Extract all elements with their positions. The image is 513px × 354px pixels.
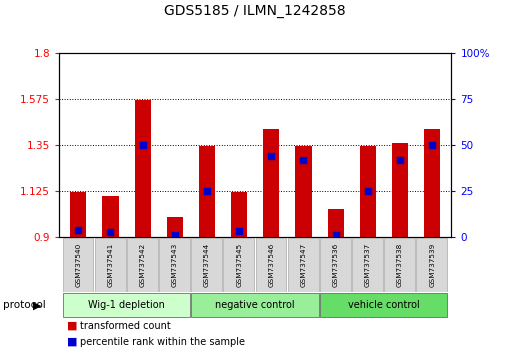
Bar xyxy=(159,238,190,291)
Bar xyxy=(127,238,158,291)
Text: GSM737538: GSM737538 xyxy=(397,242,403,287)
Text: ■: ■ xyxy=(67,321,77,331)
Point xyxy=(74,227,83,233)
Bar xyxy=(352,238,383,291)
Text: GSM737541: GSM737541 xyxy=(107,242,113,287)
Text: ■: ■ xyxy=(67,337,77,347)
Bar xyxy=(320,293,447,317)
Text: vehicle control: vehicle control xyxy=(348,300,420,310)
Bar xyxy=(360,146,376,237)
Text: GSM737547: GSM737547 xyxy=(301,242,306,287)
Point xyxy=(300,158,308,163)
Bar xyxy=(288,238,319,291)
Bar xyxy=(417,238,447,291)
Text: GSM737542: GSM737542 xyxy=(140,242,146,287)
Text: GDS5185 / ILMN_1242858: GDS5185 / ILMN_1242858 xyxy=(164,4,346,18)
Text: negative control: negative control xyxy=(215,300,295,310)
Text: GSM737539: GSM737539 xyxy=(429,242,435,287)
Text: protocol: protocol xyxy=(3,300,45,310)
Point xyxy=(235,228,243,234)
Point xyxy=(139,142,147,148)
Bar xyxy=(424,129,440,237)
Bar xyxy=(103,196,119,237)
Bar xyxy=(295,146,311,237)
Point xyxy=(396,158,404,163)
Bar xyxy=(95,238,126,291)
Text: ▶: ▶ xyxy=(33,300,42,310)
Point xyxy=(331,232,340,238)
Point xyxy=(171,232,179,238)
Bar xyxy=(167,217,183,237)
Text: GSM737537: GSM737537 xyxy=(365,242,371,287)
Text: GSM737536: GSM737536 xyxy=(332,242,339,287)
Bar xyxy=(134,100,151,237)
Point xyxy=(203,188,211,194)
Point xyxy=(267,154,275,159)
Point xyxy=(106,229,114,235)
Text: percentile rank within the sample: percentile rank within the sample xyxy=(80,337,245,347)
Text: transformed count: transformed count xyxy=(80,321,170,331)
Bar xyxy=(263,129,280,237)
Text: GSM737544: GSM737544 xyxy=(204,242,210,287)
Text: GSM737543: GSM737543 xyxy=(172,242,178,287)
Text: GSM737545: GSM737545 xyxy=(236,242,242,287)
Bar xyxy=(63,293,190,317)
Bar xyxy=(328,209,344,237)
Text: GSM737546: GSM737546 xyxy=(268,242,274,287)
Bar xyxy=(191,238,222,291)
Bar xyxy=(255,238,286,291)
Bar xyxy=(392,143,408,237)
Bar xyxy=(320,238,351,291)
Bar xyxy=(223,238,254,291)
Text: Wig-1 depletion: Wig-1 depletion xyxy=(88,300,165,310)
Bar xyxy=(70,192,86,237)
Point xyxy=(364,188,372,194)
Bar xyxy=(231,192,247,237)
Bar xyxy=(384,238,415,291)
Bar xyxy=(63,238,93,291)
Point xyxy=(428,142,436,148)
Bar xyxy=(199,146,215,237)
Text: GSM737540: GSM737540 xyxy=(75,242,81,287)
Bar xyxy=(191,293,319,317)
